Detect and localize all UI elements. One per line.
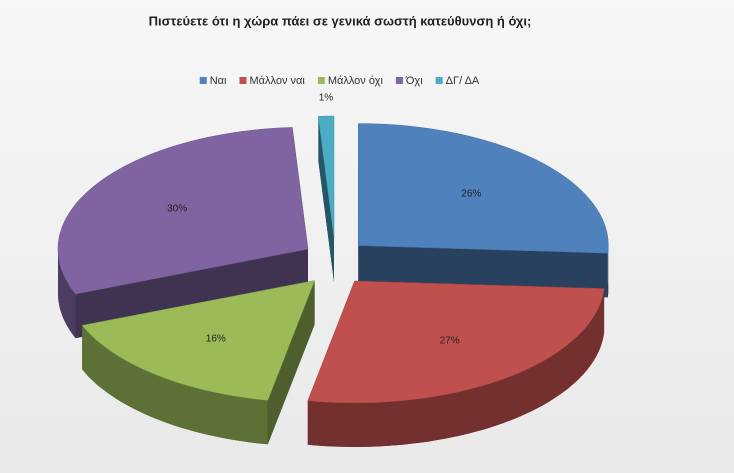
- legend-label: Μάλλον ναι: [249, 75, 305, 87]
- slice-top: [358, 123, 609, 254]
- data-label: 16%: [206, 333, 226, 344]
- data-label: 27%: [440, 335, 460, 346]
- pie: 26% 27% 16% 30% 1%: [57, 92, 609, 447]
- legend-label: ΔΓ/ ΔΑ: [446, 75, 480, 87]
- slice-side: [82, 325, 268, 445]
- slice-side: [307, 288, 605, 447]
- legend-swatch: [199, 77, 207, 84]
- slice-side: [267, 280, 315, 445]
- slice-top: [307, 280, 605, 404]
- legend-label: Όχι: [405, 75, 423, 87]
- slice: [307, 280, 605, 447]
- slice: [318, 115, 335, 282]
- legend-label: Μάλλον όχι: [328, 75, 384, 87]
- chart-title: Πιστεύετε ότι η χώρα πάει σε γενικά σωστ…: [149, 13, 532, 28]
- data-label: 1%: [319, 92, 334, 103]
- slice-top: [318, 115, 335, 239]
- legend-swatch: [435, 77, 443, 84]
- legend: Ναι Μάλλον ναι Μάλλον όχι Όχι ΔΓ/ ΔΑ: [199, 75, 480, 87]
- legend-swatch: [317, 77, 325, 84]
- slice-side: [58, 249, 76, 339]
- data-label: 26%: [461, 188, 481, 199]
- legend-swatch: [395, 77, 403, 84]
- slice-side: [318, 116, 334, 282]
- data-label: 30%: [167, 203, 187, 214]
- slice-top: [81, 280, 315, 401]
- slice: [81, 280, 315, 445]
- legend-label: Ναι: [210, 75, 227, 87]
- slice-top: [57, 127, 309, 295]
- slice-side: [607, 245, 609, 298]
- legend-swatch: [239, 77, 247, 84]
